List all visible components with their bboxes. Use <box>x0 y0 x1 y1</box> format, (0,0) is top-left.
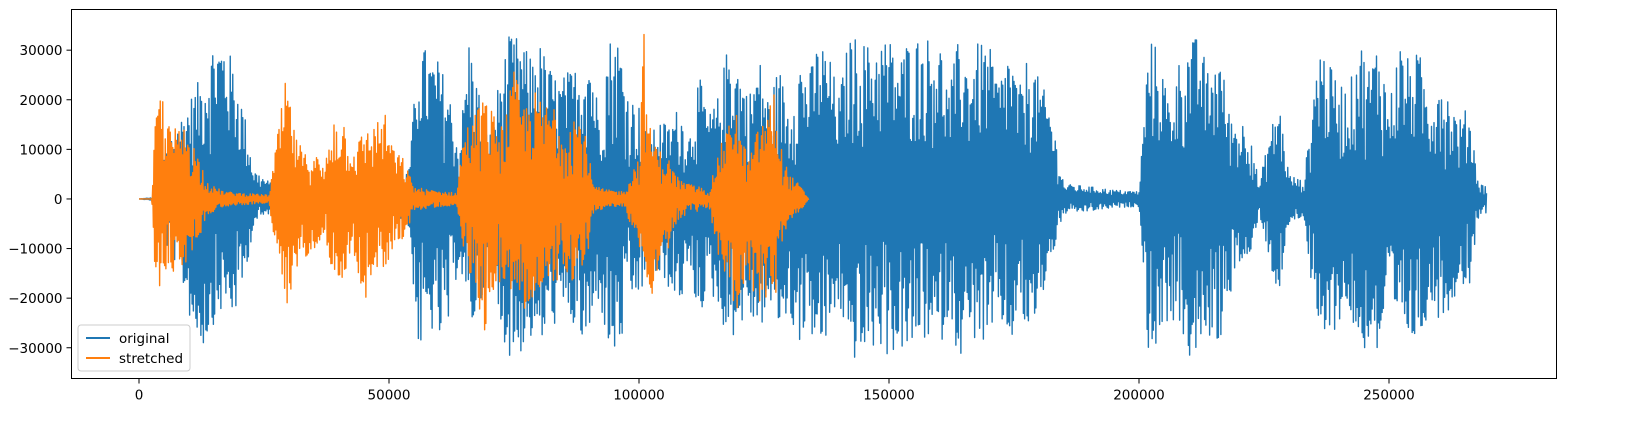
x-tick-label: 200000 <box>1113 388 1165 404</box>
y-tick-label: −20000 <box>8 291 62 307</box>
y-axis: −30000 −20000 −10000 0 10000 20000 30000 <box>8 43 72 357</box>
x-axis: 0 50000 100000 150000 200000 250000 <box>135 378 1415 404</box>
legend-box <box>77 324 191 372</box>
series-layer <box>138 33 1488 358</box>
legend-label-stretched: stretched <box>119 351 183 367</box>
legend: original stretched <box>77 324 191 372</box>
x-tick-label: 150000 <box>863 388 915 404</box>
y-tick-label: 0 <box>54 192 63 208</box>
y-tick-label: −10000 <box>8 242 62 258</box>
series-line-stretched <box>138 33 810 331</box>
plot-frame <box>71 9 1557 379</box>
x-tick-label: 50000 <box>368 388 411 404</box>
y-tick-label: 10000 <box>20 142 63 158</box>
x-tick-label: 250000 <box>1363 388 1415 404</box>
x-tick-label: 100000 <box>613 388 665 404</box>
y-tick-label: 30000 <box>20 43 63 59</box>
x-tick-label: 0 <box>135 388 144 404</box>
legend-label-original: original <box>119 331 169 347</box>
y-tick-label: −30000 <box>8 341 62 357</box>
y-tick-label: 20000 <box>20 93 63 109</box>
